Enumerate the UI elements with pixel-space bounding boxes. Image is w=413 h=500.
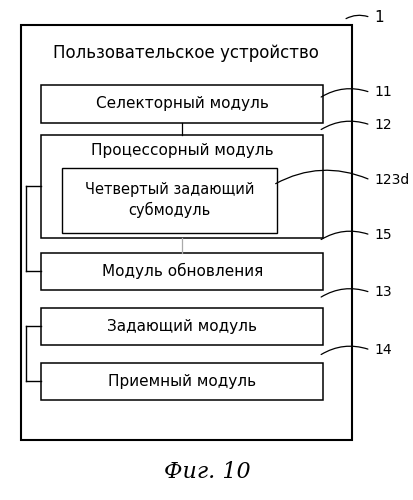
Text: 11: 11 xyxy=(374,86,392,100)
Bar xyxy=(62,168,277,232)
Text: Фиг. 10: Фиг. 10 xyxy=(163,462,250,483)
Text: 12: 12 xyxy=(374,118,392,132)
Bar xyxy=(41,362,322,400)
Text: 123d: 123d xyxy=(374,173,409,187)
Text: Задающий модуль: Задающий модуль xyxy=(107,319,256,334)
Text: Селекторный модуль: Селекторный модуль xyxy=(95,96,268,112)
Bar xyxy=(21,25,351,440)
Text: Модуль обновления: Модуль обновления xyxy=(101,263,262,280)
Text: 13: 13 xyxy=(374,286,392,300)
Text: 1: 1 xyxy=(374,10,383,25)
Bar xyxy=(41,308,322,345)
Text: Приемный модуль: Приемный модуль xyxy=(108,374,256,389)
Text: 14: 14 xyxy=(374,343,392,357)
Text: 15: 15 xyxy=(374,228,392,242)
Bar xyxy=(41,135,322,238)
Text: Процессорный модуль: Процессорный модуль xyxy=(90,142,273,158)
Text: Пользовательское устройство: Пользовательское устройство xyxy=(53,44,318,62)
Text: Четвертый задающий
субмодуль: Четвертый задающий субмодуль xyxy=(85,182,254,218)
Bar xyxy=(41,252,322,290)
Bar xyxy=(41,85,322,122)
